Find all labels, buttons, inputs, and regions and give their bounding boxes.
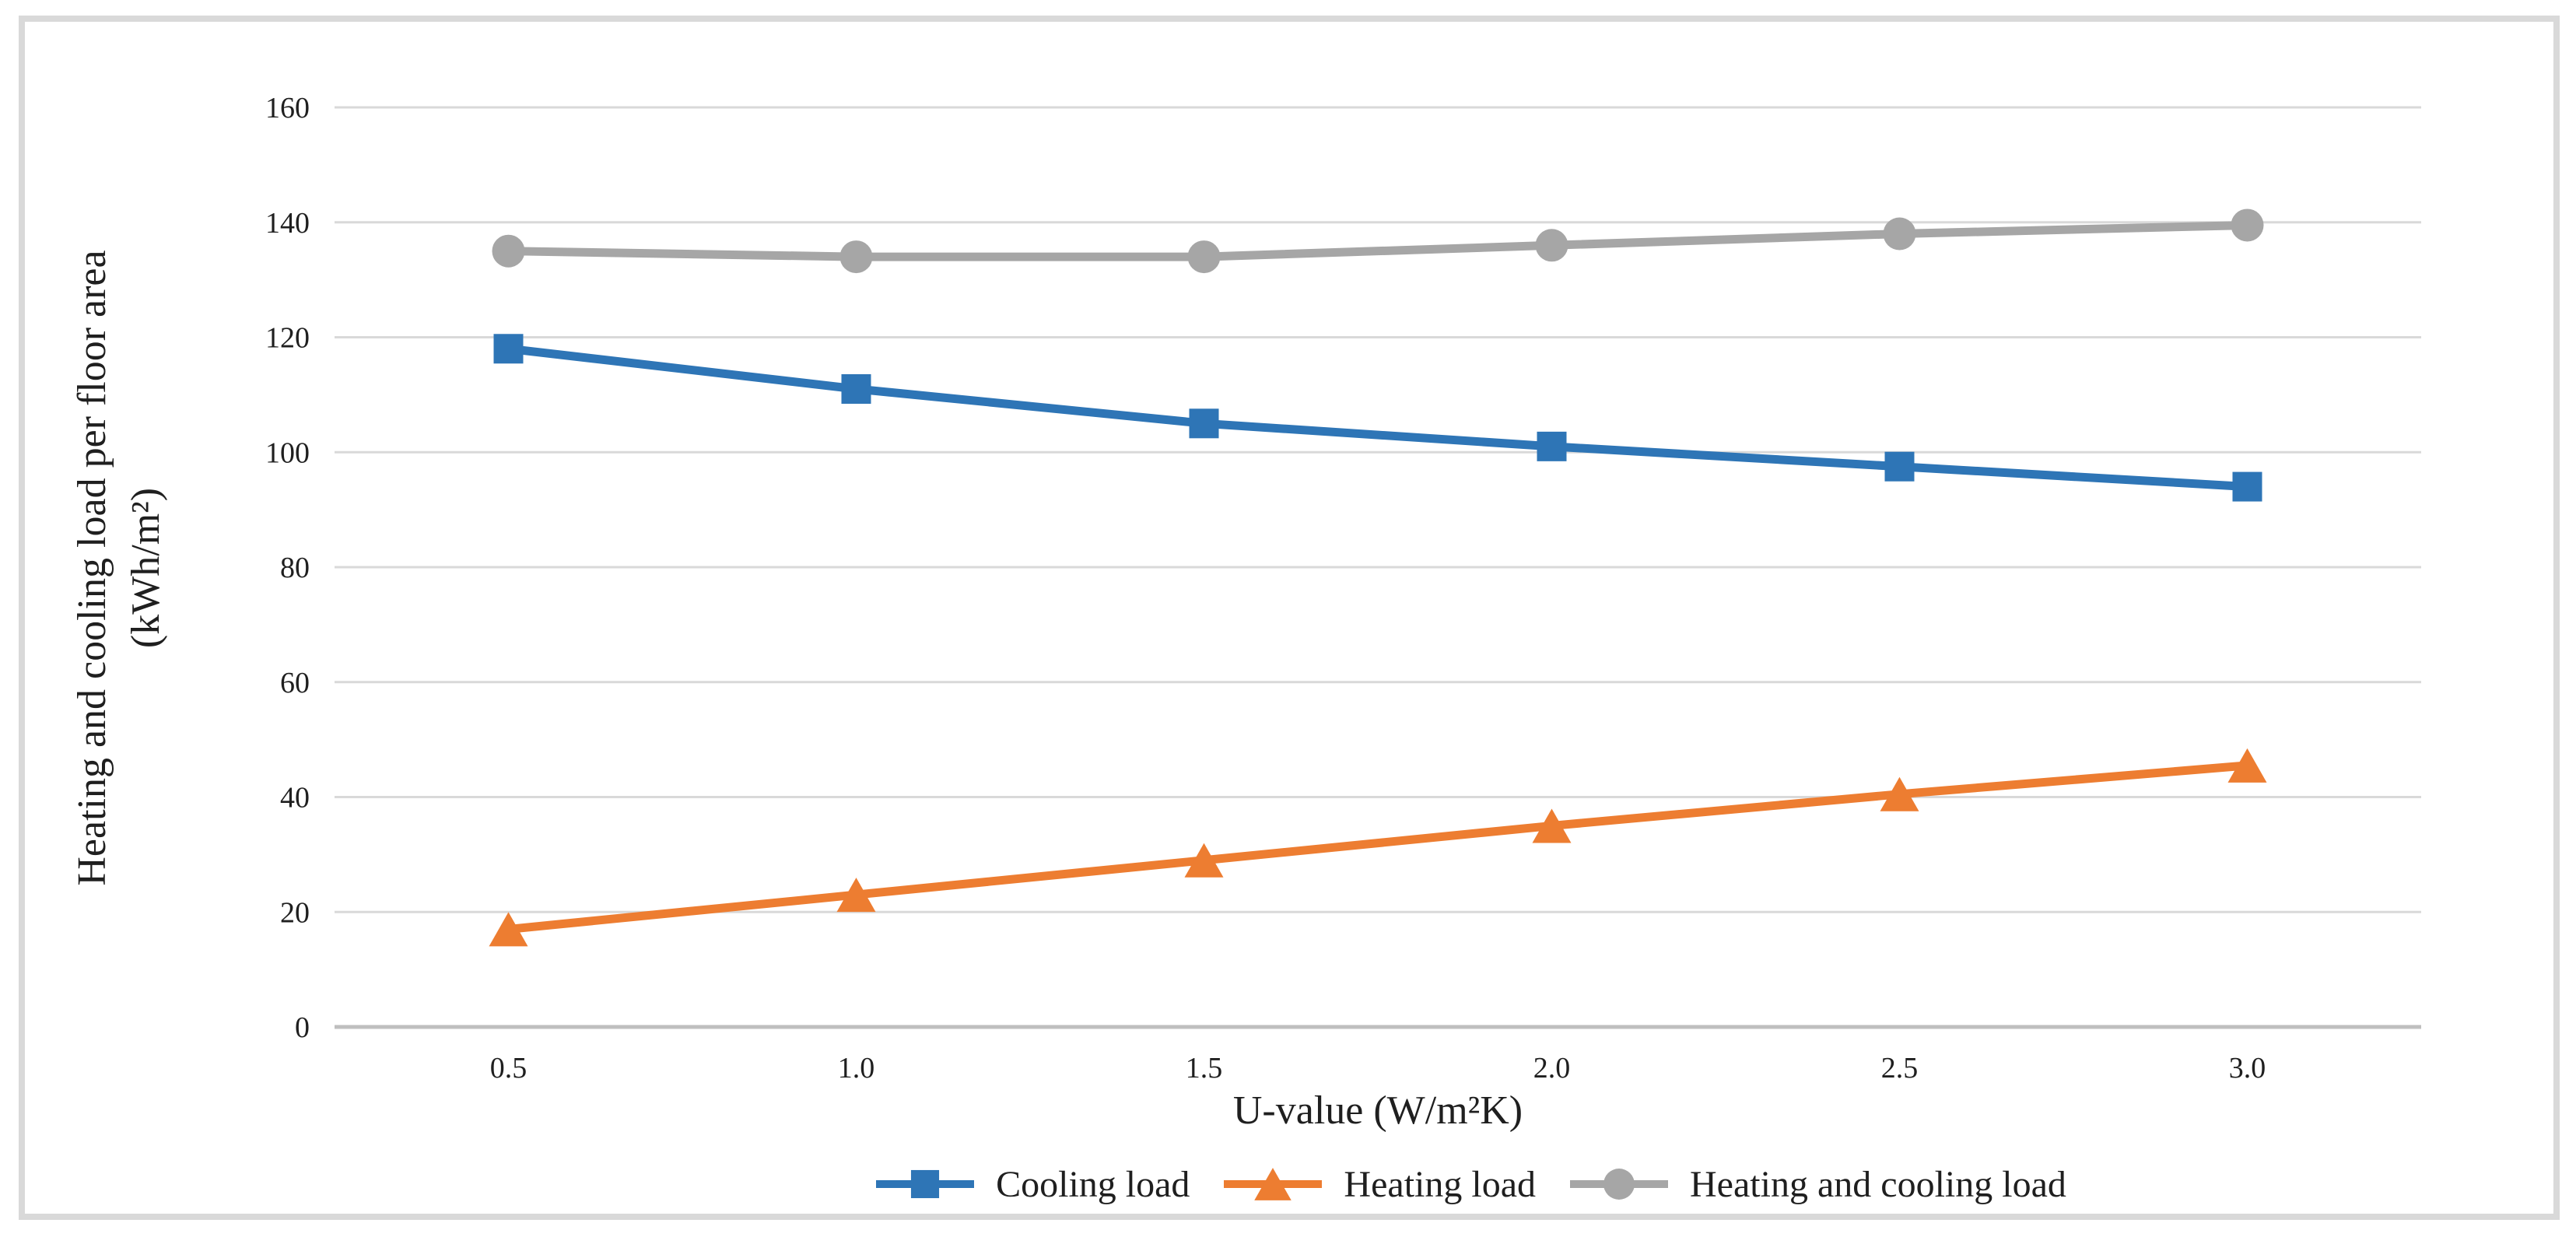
y-tick-label: 40	[280, 782, 310, 815]
x-tick-label: 3.0	[2229, 1052, 2266, 1085]
y-tick-label: 20	[280, 896, 310, 929]
y-tick-label: 160	[265, 92, 310, 124]
legend-item-cooling-load: Cooling load	[874, 1163, 1190, 1206]
x-tick-label: 1.5	[1186, 1052, 1223, 1085]
triangle-marker	[2227, 748, 2267, 783]
square-marker	[1189, 408, 1219, 439]
triangle-marker	[836, 878, 876, 913]
x-tick-label: 2.0	[1533, 1052, 1571, 1085]
triangle-marker	[1254, 1168, 1292, 1200]
legend-label-cooling-load: Cooling load	[996, 1163, 1190, 1205]
triangle-marker	[1880, 776, 1919, 811]
x-axis-title: U-value (W/m²K)	[1232, 1088, 1523, 1133]
triangle-marker	[1532, 808, 1572, 843]
square-marker	[493, 334, 524, 364]
y-axis-title-line1: Heating and cooling load per floor area	[70, 250, 114, 886]
x-tick-label: 2.5	[1881, 1052, 1919, 1085]
legend-label-heating-load: Heating load	[1344, 1163, 1537, 1205]
circle-marker	[1603, 1169, 1635, 1200]
y-tick-label: 0	[295, 1011, 310, 1044]
legend: Cooling load Heating load Heating and co…	[335, 1157, 2576, 1211]
triangle-marker	[489, 912, 528, 947]
y-tick-label: 120	[265, 322, 310, 355]
y-tick-label: 80	[280, 552, 310, 584]
square-marker	[2232, 471, 2262, 502]
y-tick-label: 140	[265, 207, 310, 240]
square-marker	[841, 373, 871, 404]
square-marker	[1537, 431, 1567, 461]
legend-item-heating-load: Heating load	[1222, 1163, 1536, 1206]
legend-label-heating-and-cooling-load: Heating and cooling load	[1690, 1163, 2066, 1205]
circle-marker	[2231, 209, 2264, 242]
series-line-cooling-load	[504, 344, 2252, 492]
figure-border	[19, 16, 2560, 1220]
y-tick-label: 100	[265, 436, 310, 469]
x-tick-label: 0.5	[490, 1052, 527, 1085]
cooling-load-marker-icon	[876, 1169, 975, 1199]
heating-load-marker-icon	[1224, 1168, 1323, 1200]
circle-marker	[839, 240, 873, 274]
heating-and-cooling-load-marker-icon	[1570, 1169, 1669, 1200]
x-tick-label: 1.0	[838, 1052, 875, 1085]
circle-marker	[1883, 217, 1916, 251]
y-axis-title: Heating and cooling load per floor area …	[66, 0, 183, 1151]
series-line-heating-and-cooling-load	[504, 220, 2252, 261]
square-marker	[911, 1169, 940, 1199]
circle-marker	[492, 234, 525, 268]
circle-marker	[1187, 240, 1221, 274]
y-tick-label: 60	[280, 667, 310, 699]
legend-item-heating-and-cooling-load: Heating and cooling load	[1568, 1163, 2066, 1206]
series-line-heating-load	[504, 761, 2252, 934]
circle-marker	[1535, 229, 1568, 262]
square-marker	[1884, 451, 1915, 482]
triangle-marker	[1184, 843, 1224, 878]
y-axis-title-line2: (kWh/m²)	[123, 487, 168, 649]
